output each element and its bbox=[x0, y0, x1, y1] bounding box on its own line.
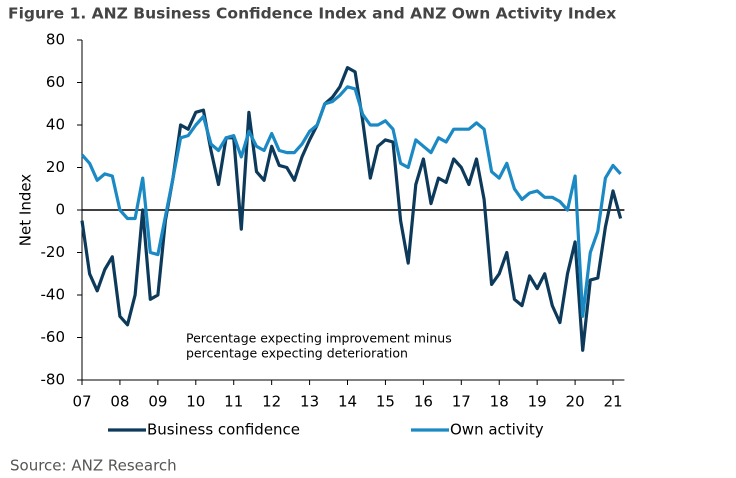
series-line bbox=[80, 85, 622, 318]
x-tick-label: 10 bbox=[186, 393, 205, 411]
x-tick-label: 19 bbox=[528, 393, 547, 411]
x-tick-label: 13 bbox=[300, 393, 319, 411]
y-tick-label: -40 bbox=[41, 286, 66, 304]
annotation: percentage expecting deterioration bbox=[186, 346, 408, 361]
legend-label: Business confidence bbox=[147, 421, 300, 439]
x-tick-label: 21 bbox=[603, 393, 622, 411]
y-tick-label: 60 bbox=[46, 73, 65, 91]
x-tick-label: 20 bbox=[566, 393, 585, 411]
x-tick-label: 18 bbox=[490, 393, 509, 411]
chart-title: Figure 1. ANZ Business Confidence Index … bbox=[8, 5, 616, 23]
x-tick-label: 17 bbox=[452, 393, 471, 411]
y-tick-label: 80 bbox=[46, 31, 65, 49]
y-tick-label: -60 bbox=[41, 328, 66, 346]
x-tick-label: 14 bbox=[338, 393, 357, 411]
x-tick-label: 08 bbox=[110, 393, 129, 411]
x-tick-label: 09 bbox=[148, 393, 167, 411]
legend-label: Own activity bbox=[450, 421, 544, 439]
x-tick-label: 15 bbox=[376, 393, 395, 411]
y-tick-label: -80 bbox=[41, 371, 66, 389]
y-tick-label: 20 bbox=[46, 158, 65, 176]
y-tick-label: 40 bbox=[46, 116, 65, 134]
y-tick-label: -20 bbox=[41, 243, 66, 261]
y-tick-label: 0 bbox=[55, 201, 65, 219]
x-tick-label: 07 bbox=[72, 393, 91, 411]
series-line bbox=[80, 66, 623, 352]
x-tick-label: 12 bbox=[262, 393, 281, 411]
annotation: Percentage expecting improvement minus bbox=[186, 331, 452, 346]
x-tick-label: 16 bbox=[414, 393, 433, 411]
x-tick-label: 11 bbox=[224, 393, 243, 411]
y-axis-label: Net Index bbox=[17, 174, 35, 247]
source: Source: ANZ Research bbox=[10, 457, 177, 475]
